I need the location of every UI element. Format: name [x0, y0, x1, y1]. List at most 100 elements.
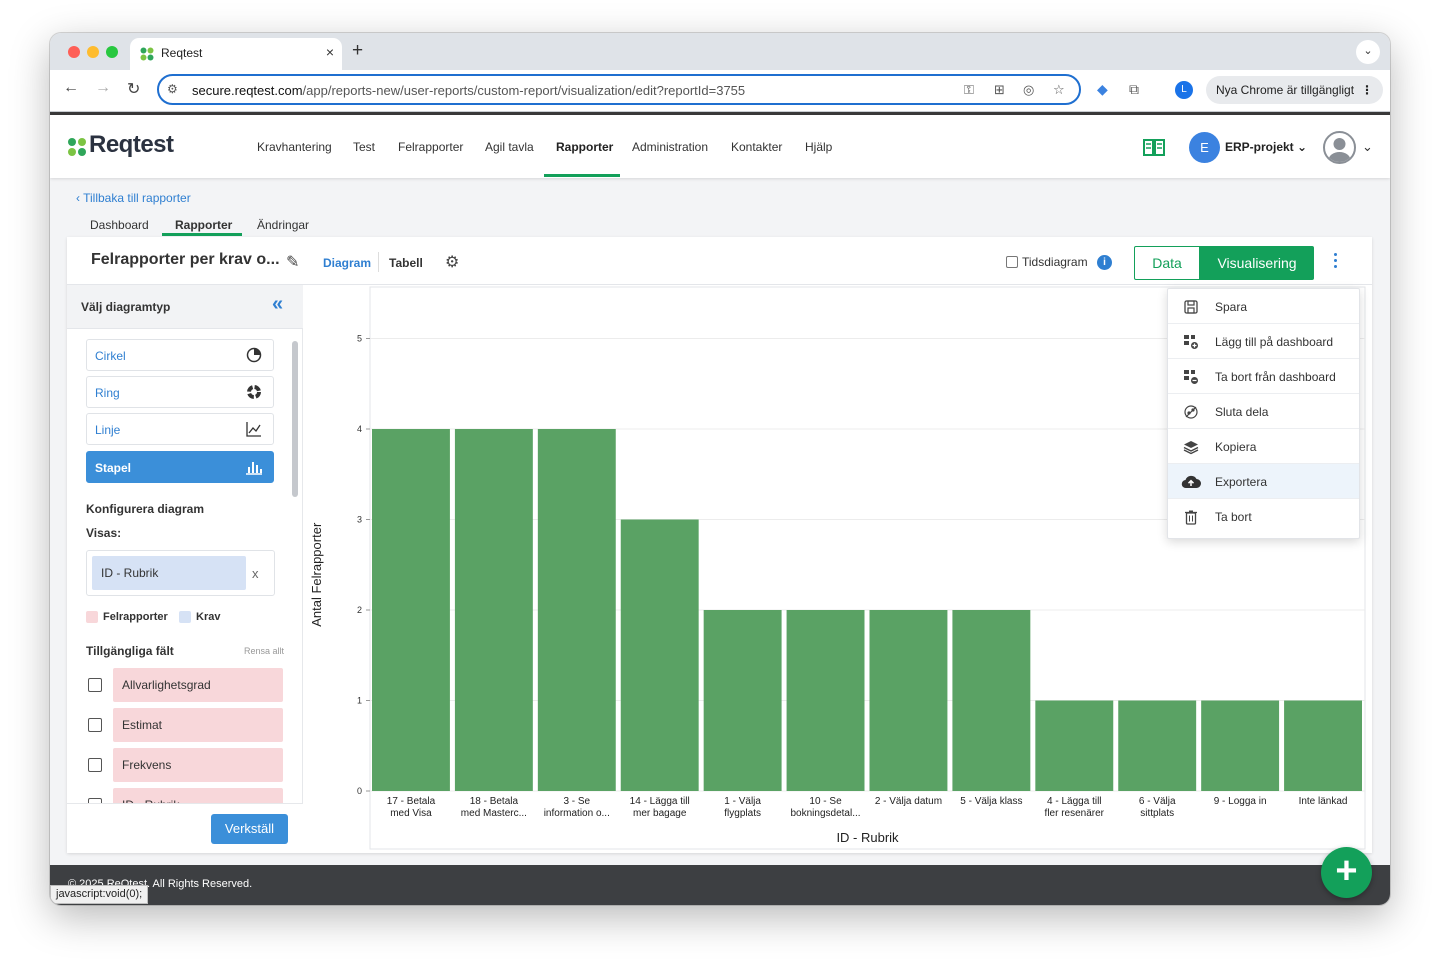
view-diagram-tab[interactable]: Diagram: [323, 256, 372, 270]
collapse-double-chevron-icon[interactable]: «: [272, 293, 284, 315]
clear-all-link[interactable]: Rensa allt: [244, 646, 285, 656]
reqtest-favicon-icon: [140, 47, 154, 61]
tab-dashboard[interactable]: Dashboard: [90, 218, 149, 232]
save-icon: [1184, 300, 1198, 314]
configure-heading: Konfigurera diagram: [86, 502, 205, 516]
minimize-window-button[interactable]: [87, 46, 99, 58]
project-avatar[interactable]: E: [1189, 132, 1220, 163]
nav-administration[interactable]: Administration: [632, 140, 709, 154]
menu-item-kopiera[interactable]: Kopiera: [1168, 429, 1359, 464]
close-window-button[interactable]: [68, 46, 80, 58]
chart-type-stapel[interactable]: Stapel: [86, 451, 274, 483]
nav-hjalp[interactable]: Hjälp: [805, 140, 833, 154]
panel-title: Välj diagramtyp: [81, 300, 171, 314]
nav-kontakter[interactable]: Kontakter: [731, 140, 783, 154]
field-chip[interactable]: ID - Rubrik: [113, 788, 283, 803]
menu-label: Exportera: [1215, 475, 1268, 489]
browser-status-bar: javascript:void(0);: [50, 885, 149, 904]
translate-icon[interactable]: ⊞: [994, 82, 1005, 97]
visas-chip[interactable]: ID - Rubrik: [92, 556, 246, 590]
maximize-window-button[interactable]: [106, 46, 118, 58]
eye-off-icon[interactable]: ◎: [1023, 82, 1035, 97]
donut-chart-icon: [247, 385, 261, 399]
remove-chip-icon[interactable]: x: [252, 566, 259, 581]
chrome-update-button[interactable]: Nya Chrome är tillgängligt ⋮: [1206, 76, 1383, 104]
bookmark-star-icon[interactable]: ☆: [1053, 82, 1065, 97]
settings-gear-icon[interactable]: ⚙: [445, 254, 460, 271]
field-checkbox[interactable]: [88, 798, 102, 803]
field-checkbox[interactable]: [88, 758, 102, 772]
site-settings-icon[interactable]: ⚙: [167, 82, 178, 96]
x-tick-label: mer bagage: [633, 808, 687, 819]
field-checkbox[interactable]: [88, 678, 102, 692]
tab-title: Reqtest: [161, 46, 203, 60]
back-to-reports-link[interactable]: ‹ Tillbaka till rapporter: [76, 191, 191, 205]
panel-scrollbar[interactable]: [292, 341, 298, 497]
x-tick-label: 9 - Logga in: [1214, 796, 1267, 807]
field-row: Frekvens: [86, 748, 284, 782]
x-tick-label: 2 - Välja datum: [875, 796, 942, 807]
nav-test[interactable]: Test: [353, 140, 376, 154]
forward-arrow-icon[interactable]: →: [95, 79, 111, 96]
password-key-icon[interactable]: ⚿: [964, 82, 974, 97]
new-tab-button[interactable]: +: [352, 40, 364, 61]
x-tick-label: 17 - Betala: [387, 796, 436, 807]
apply-button[interactable]: Verkställ: [211, 814, 288, 844]
nav-felrapporter[interactable]: Felrapporter: [398, 140, 464, 154]
menu-item-add-dashboard[interactable]: Lägg till på dashboard: [1168, 324, 1359, 359]
browser-tab[interactable]: Reqtest ×: [130, 38, 342, 70]
address-bar[interactable]: ⚙ secure.reqtest.com/app/reports-new/use…: [157, 74, 1081, 105]
extensions-puzzle-icon[interactable]: ⧉: [1129, 81, 1139, 97]
checkbox-icon[interactable]: [1006, 256, 1018, 268]
y-tick-label: 2: [357, 605, 362, 615]
tidsdiagram-checkbox[interactable]: Tidsdiagram: [1006, 255, 1088, 269]
user-guide-book-icon[interactable]: [1143, 139, 1165, 157]
nav-rapporter[interactable]: Rapporter: [556, 140, 614, 154]
project-selector[interactable]: ERP-projekt ⌄: [1225, 140, 1308, 154]
tab-andringar[interactable]: Ändringar: [257, 218, 310, 232]
visas-dropzone[interactable]: ID - Rubrik x: [86, 550, 275, 596]
user-silhouette-icon: [1328, 138, 1351, 162]
menu-item-sluta-dela[interactable]: Sluta dela: [1168, 394, 1359, 429]
chart-bar: [1201, 700, 1280, 791]
chrome-menu-icon[interactable]: ⋮: [1361, 83, 1373, 97]
tab-rapporter[interactable]: Rapporter: [175, 218, 233, 232]
add-floating-button[interactable]: +: [1321, 847, 1372, 898]
menu-item-ta-bort[interactable]: Ta bort: [1168, 499, 1359, 534]
back-arrow-icon[interactable]: ←: [63, 79, 79, 96]
info-icon[interactable]: i: [1097, 255, 1112, 270]
field-chip[interactable]: Estimat: [113, 708, 283, 742]
user-avatar[interactable]: [1323, 131, 1356, 164]
panel-header: Välj diagramtyp «: [67, 285, 303, 329]
extension-tag-icon[interactable]: ◆: [1097, 81, 1108, 97]
x-tick-label: 10 - Se: [809, 796, 842, 807]
x-axis-label: ID - Rubrik: [836, 830, 899, 845]
nav-active-indicator: [544, 174, 620, 177]
line-chart-icon: [246, 422, 261, 437]
edit-pencil-icon[interactable]: ✎: [286, 254, 300, 271]
nav-agil-tavla[interactable]: Agil tavla: [485, 140, 534, 154]
view-tabell-tab[interactable]: Tabell: [389, 256, 423, 270]
visualisering-button[interactable]: Visualisering: [1200, 246, 1314, 280]
chart-type-cirkel[interactable]: Cirkel: [86, 339, 274, 371]
x-tick-label: bokningsdetal...: [791, 808, 861, 819]
field-chip[interactable]: Allvarlighetsgrad: [113, 668, 283, 702]
user-menu-chevron-icon[interactable]: ⌄: [1362, 139, 1373, 154]
field-chip[interactable]: Frekvens: [113, 748, 283, 782]
nav-kravhantering[interactable]: Kravhantering: [257, 140, 332, 154]
chart-type-linje[interactable]: Linje: [86, 413, 274, 445]
chart-bar: [454, 429, 533, 791]
more-options-kebab-icon[interactable]: [1329, 250, 1341, 272]
reload-icon[interactable]: ↻: [127, 81, 141, 98]
tab-search-chevron-icon[interactable]: ⌄: [1356, 40, 1380, 64]
chart-type-ring[interactable]: Ring: [86, 376, 274, 408]
x-tick-label: 4 - Lägga till: [1047, 796, 1101, 807]
menu-item-spara[interactable]: Spara: [1168, 289, 1359, 324]
field-checkbox[interactable]: [88, 718, 102, 732]
data-button[interactable]: Data: [1134, 246, 1200, 280]
tab-close-icon[interactable]: ×: [325, 44, 334, 60]
chrome-profile-avatar[interactable]: L: [1175, 81, 1193, 99]
menu-item-remove-dashboard[interactable]: Ta bort från dashboard: [1168, 359, 1359, 394]
menu-item-exportera[interactable]: Exportera: [1168, 464, 1359, 499]
